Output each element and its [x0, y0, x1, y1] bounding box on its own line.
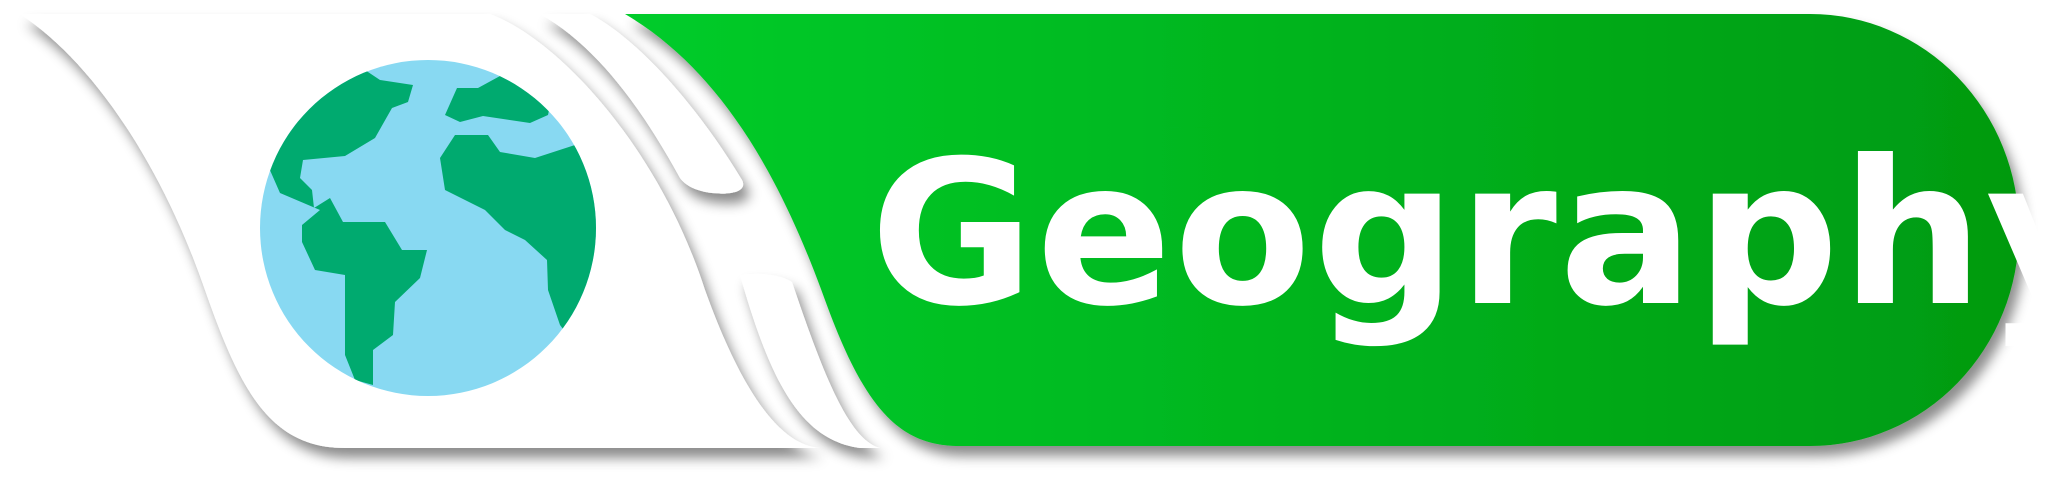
ribbon-fold-middle [540, 14, 744, 194]
globe-icon [260, 60, 596, 396]
ribbon-curl-lower [740, 273, 880, 448]
green-pill [625, 14, 2019, 446]
badge-label: Geography [870, 118, 2048, 351]
